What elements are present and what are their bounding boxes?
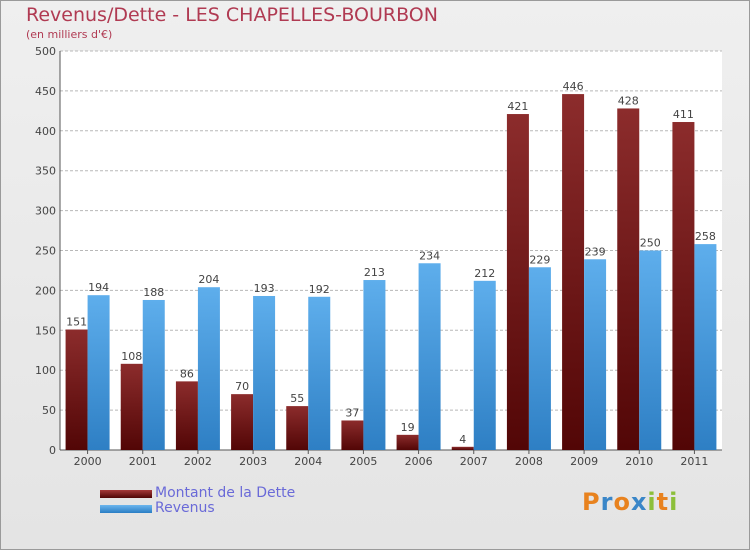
value-label-revenus: 234 [419,249,440,262]
chart-title: Revenus/Dette - LES CHAPELLES-BOURBON [26,4,438,26]
value-label-dette: 421 [507,100,528,113]
legend-label-dette: Montant de la Dette [155,485,296,501]
bar-dette [506,114,529,451]
bar-revenus [584,259,607,450]
y-tick-label: 150 [35,324,56,337]
y-tick-label: 500 [35,45,56,58]
value-label-revenus: 212 [474,267,495,280]
x-tick-label: 2000 [74,455,102,468]
legend-swatch-revenus [100,505,152,513]
y-tick-label: 0 [49,444,56,457]
value-label-dette: 151 [66,316,87,329]
logo-letter: i [669,488,679,516]
proxiti-logo: Proxiti [582,488,678,516]
value-label-dette: 108 [121,350,142,363]
bar-revenus [528,267,551,450]
x-tick-label: 2009 [570,455,598,468]
bar-dette [65,329,88,450]
bar-revenus [308,296,331,450]
legend-swatch-dette [100,490,152,498]
value-label-revenus: 188 [143,286,164,299]
y-tick-label: 50 [42,404,56,417]
value-label-revenus: 192 [309,283,330,296]
y-tick-label: 100 [35,364,56,377]
value-label-revenus: 213 [364,266,385,279]
logo-letter: t [656,488,670,516]
logo-letter: r [600,488,614,516]
value-label-dette: 19 [401,421,415,434]
y-tick-label: 400 [35,125,56,138]
bar-revenus [363,280,386,450]
bar-revenus [197,287,220,450]
y-tick-label: 350 [35,165,56,178]
logo-letter: P [582,488,601,516]
bar-revenus [253,295,276,450]
x-tick-label: 2005 [349,455,377,468]
bar-dette [175,381,198,450]
value-label-revenus: 193 [254,282,275,295]
x-tick-label: 2003 [239,455,267,468]
bar-revenus [639,250,662,450]
bar-chart: 0501001502002503003504004505001511942000… [35,45,722,468]
bar-revenus [694,244,717,450]
logo-letter: o [613,488,631,516]
value-label-revenus: 229 [529,253,550,266]
legend-label-revenus: Revenus [155,500,215,516]
value-label-dette: 428 [618,94,639,107]
x-tick-label: 2010 [625,455,653,468]
y-tick-label: 450 [35,85,56,98]
chart-subtitle: (en milliers d'€) [26,28,113,41]
bar-dette [231,394,254,450]
x-tick-label: 2011 [680,455,708,468]
bar-revenus [418,263,441,450]
bar-dette [617,108,640,451]
y-tick-label: 300 [35,205,56,218]
x-tick-label: 2007 [460,455,488,468]
value-label-revenus: 194 [88,281,109,294]
bar-revenus [473,280,496,450]
value-label-dette: 4 [459,433,466,446]
value-label-revenus: 258 [695,230,716,243]
logo-letter: x [630,488,648,516]
value-label-dette: 446 [563,80,584,93]
bar-revenus [87,295,110,450]
bar-dette [672,122,695,450]
value-label-dette: 37 [345,406,359,419]
value-label-dette: 411 [673,108,694,121]
value-label-dette: 70 [235,380,249,393]
bar-dette [341,420,364,450]
x-tick-label: 2006 [405,455,433,468]
bar-dette [286,406,309,450]
value-label-dette: 86 [180,367,194,380]
x-tick-label: 2001 [129,455,157,468]
value-label-revenus: 239 [585,245,606,258]
logo-letter: i [647,488,657,516]
bar-dette [562,94,585,450]
y-tick-label: 250 [35,245,56,258]
x-tick-label: 2008 [515,455,543,468]
x-tick-label: 2004 [294,455,322,468]
bar-dette [396,434,419,450]
bar-revenus [142,299,165,450]
y-tick-label: 200 [35,284,56,297]
bar-dette [120,363,143,450]
x-tick-label: 2002 [184,455,212,468]
value-label-dette: 55 [290,392,304,405]
value-label-revenus: 250 [640,237,661,250]
value-label-revenus: 204 [198,273,219,286]
bar-dette [451,446,474,450]
